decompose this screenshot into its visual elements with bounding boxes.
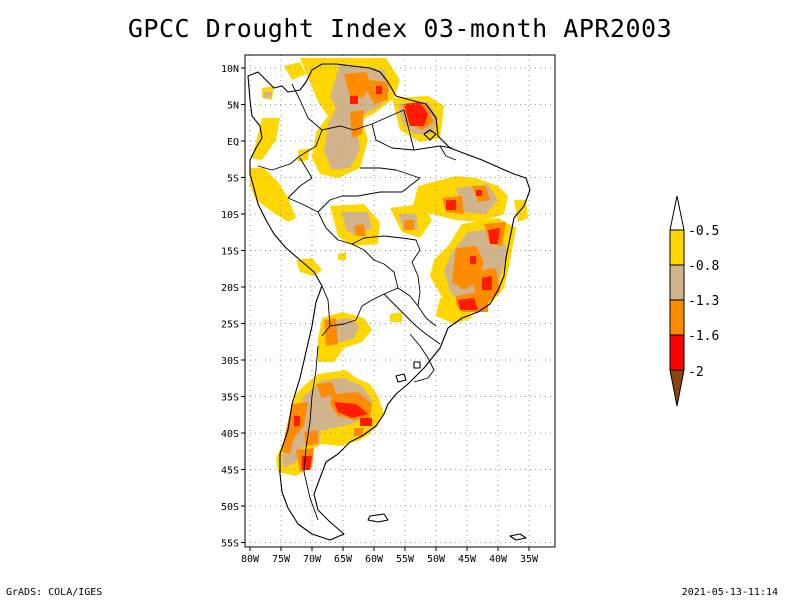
y-tick-label: 20S	[221, 283, 239, 294]
coastline	[247, 63, 531, 541]
country-borders	[257, 83, 457, 521]
x-tick-label: 55W	[396, 554, 415, 565]
legend-triangle-top	[669, 195, 685, 231]
y-tick-label: 25S	[221, 320, 239, 331]
x-tick-label: 75W	[272, 554, 291, 565]
y-tick-label: 30S	[221, 356, 239, 367]
y-tick-label: 35S	[221, 393, 239, 404]
legend-swatch-extreme	[669, 334, 685, 371]
timestamp: 2021-05-13-11:14	[681, 587, 778, 598]
grads-credit: GrADS: COLA/IGES	[6, 587, 103, 598]
y-tick-label: 5S	[227, 174, 239, 185]
legend-label-5: -2	[688, 365, 704, 380]
x-tick-label: 40W	[489, 554, 508, 565]
colorbar-legend: -0.5 -0.8 -1.3 -1.6 -2	[669, 195, 719, 407]
legend-label-1: -0.5	[688, 224, 719, 239]
legend-swatch-moderate	[669, 229, 685, 266]
y-tick-label: 10N	[221, 64, 239, 75]
x-tick-label: 50W	[427, 554, 446, 565]
legend-label-3: -1.3	[688, 294, 719, 309]
drought-shading	[250, 58, 528, 476]
x-tick-label: 70W	[303, 554, 322, 565]
x-tick-label: 35W	[520, 554, 539, 565]
legend-swatch-very-severe	[669, 299, 685, 336]
y-tick-label: 55S	[221, 539, 239, 550]
y-tick-label: 10S	[221, 210, 239, 221]
legend-label-2: -0.8	[688, 259, 719, 274]
legend-swatch-severe	[669, 264, 685, 301]
y-tick-label: 40S	[221, 429, 239, 440]
y-tick-label: 50S	[221, 502, 239, 513]
y-tick-label: 5N	[227, 101, 239, 112]
x-tick-label: 80W	[241, 554, 260, 565]
longitude-ticks: 80W 75W 70W 65W 60W 55W 50W 45W 40W 35W	[241, 547, 539, 565]
y-tick-label: 15S	[221, 247, 239, 258]
latitude-ticks: 10N 5N EQ 5S 10S 15S 20S 25S 30S 35S 40S 45S 50S 55S	[221, 64, 245, 550]
graticule	[245, 55, 555, 547]
extreme-drought-areas	[294, 86, 500, 470]
map-frame	[244, 54, 556, 548]
map-title: GPCC Drought Index 03-month APR2003	[127, 14, 673, 43]
x-tick-label: 45W	[458, 554, 477, 565]
y-tick-label: 45S	[221, 466, 239, 477]
legend-label-4: -1.6	[688, 329, 719, 344]
legend-triangle-bottom	[669, 369, 685, 407]
x-tick-label: 60W	[365, 554, 384, 565]
x-tick-label: 65W	[334, 554, 353, 565]
y-tick-label: EQ	[227, 137, 239, 148]
